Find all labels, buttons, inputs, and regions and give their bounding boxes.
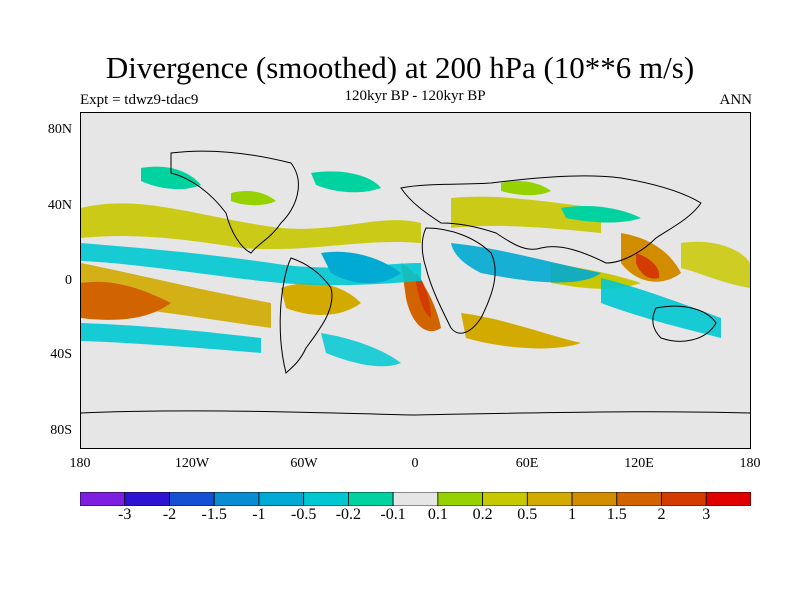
colorbar-swatch	[347, 492, 394, 506]
colorbar-label: 2	[657, 506, 666, 523]
y-tick-80n: 80N	[47, 122, 72, 137]
colorbar-label: -3	[118, 506, 132, 523]
colorbar-swatch	[705, 492, 751, 506]
colorbar-swatch	[526, 492, 573, 506]
colorbar-label: 3	[702, 506, 711, 523]
chart-title: Divergence (smoothed) at 200 hPa (10**6 …	[105, 50, 695, 85]
colorbar-label: 0.2	[472, 506, 493, 523]
colorbar-swatch	[661, 492, 707, 506]
colorbar-label: 0.5	[517, 506, 538, 523]
map-field	[81, 113, 750, 448]
colorbar-label: 1	[568, 506, 577, 523]
colorbar-label: 1.5	[606, 506, 627, 523]
x-tick-60e: 60E	[515, 456, 539, 471]
season-label: ANN	[719, 92, 753, 108]
colorbar-swatch	[303, 492, 349, 506]
colorbar-label: -1.5	[201, 506, 227, 523]
colorbar-swatch	[482, 492, 528, 506]
x-tick-0: 0	[411, 456, 419, 471]
colorbar-label: -2	[162, 506, 177, 523]
colorbar-swatch	[571, 492, 618, 506]
colorbar-label: -0.5	[291, 506, 317, 523]
y-tick-40n: 40N	[47, 198, 72, 213]
colorbar-swatch	[213, 492, 260, 506]
colorbar-swatch	[437, 492, 483, 506]
x-tick-180w: 180	[69, 456, 91, 471]
colorbar-swatch	[80, 492, 126, 506]
colorbar-swatch	[124, 492, 170, 506]
colorbar-label: 0.1	[427, 506, 448, 523]
colorbar	[80, 492, 751, 506]
colorbar-swatch	[258, 492, 305, 506]
period-subtitle: 120kyr BP - 120kyr BP	[344, 88, 486, 104]
colorbar-swatch	[169, 492, 215, 506]
y-tick-0: 0	[65, 273, 72, 288]
divergence-map	[80, 112, 751, 449]
experiment-label: Expt = tdwz9-tdac9	[80, 92, 199, 108]
y-tick-80s: 80S	[50, 423, 72, 438]
colorbar-swatch	[616, 492, 662, 506]
colorbar-label: -0.2	[335, 506, 362, 523]
x-tick-180e: 180	[739, 456, 761, 471]
y-tick-40s: 40S	[50, 347, 72, 362]
x-tick-120e: 120E	[624, 456, 654, 471]
colorbar-label: -0.1	[380, 506, 406, 523]
colorbar-swatch	[392, 492, 439, 506]
colorbar-label: -1	[252, 506, 266, 523]
x-tick-60w: 60W	[290, 456, 318, 471]
x-tick-120w: 120W	[174, 456, 210, 471]
